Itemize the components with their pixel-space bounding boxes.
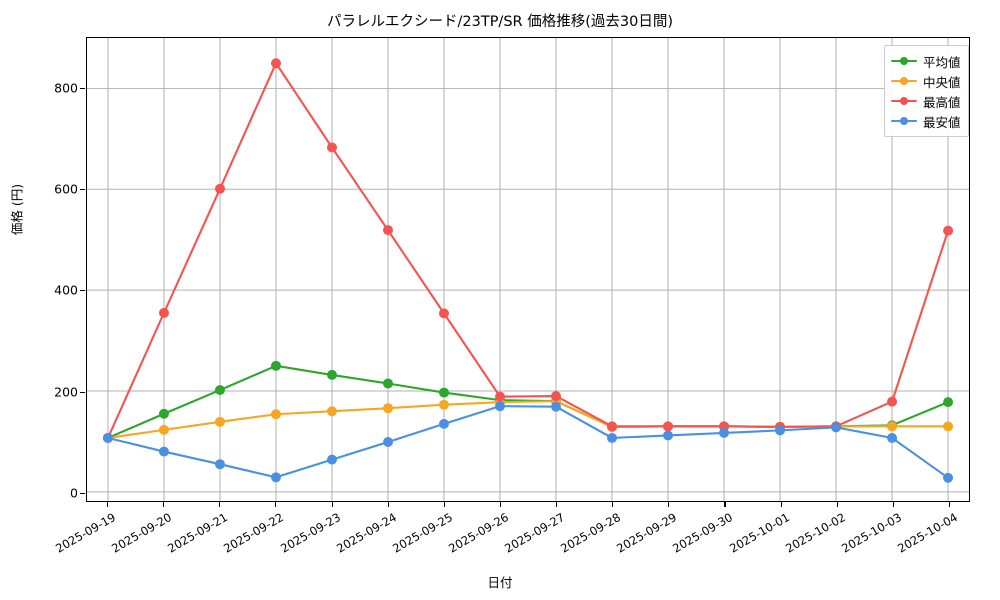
- data-point: [214, 385, 225, 396]
- data-point: [326, 142, 337, 153]
- chart-title: パラレルエクシード/23TP/SR 価格推移(過去30日間): [327, 14, 673, 30]
- data-point: [102, 432, 113, 443]
- data-point: [382, 225, 393, 236]
- data-point: [943, 225, 954, 236]
- data-point: [887, 396, 898, 407]
- data-series-layer: [102, 58, 954, 483]
- y-axis-tick-label: 400: [54, 282, 78, 298]
- data-point: [943, 397, 954, 408]
- y-axis-tick-mark: [80, 87, 85, 89]
- data-point: [775, 425, 786, 436]
- data-point: [831, 422, 842, 433]
- data-point: [326, 454, 337, 465]
- data-point: [887, 432, 898, 443]
- data-point: [943, 472, 954, 483]
- x-axis-tick-mark: [668, 502, 670, 507]
- x-axis-label: 日付: [487, 575, 513, 590]
- x-axis-tick-mark: [836, 502, 838, 507]
- y-axis-tick-mark: [80, 188, 85, 191]
- legend-swatch-icon: [891, 75, 917, 87]
- legend-label: 最高値: [923, 94, 961, 110]
- x-axis-tick-mark: [107, 502, 109, 507]
- data-point: [495, 391, 505, 402]
- x-axis-tick-mark: [892, 502, 894, 507]
- y-axis-tick-mark: [80, 290, 85, 292]
- data-point: [382, 378, 393, 389]
- x-axis-tick-mark: [556, 502, 558, 507]
- series-line-2: [106, 62, 950, 440]
- legend-label: 平均値: [923, 54, 961, 70]
- x-axis-tick-mark: [387, 502, 389, 507]
- legend-item-3[interactable]: 最安値: [891, 111, 961, 131]
- y-axis-tick-label: 200: [54, 384, 78, 400]
- data-point: [719, 427, 730, 438]
- data-point: [551, 391, 561, 402]
- data-point: [270, 360, 281, 371]
- y-axis-tick-labels: 0 200 400 600 800: [36, 37, 78, 502]
- x-axis-tick-mark: [443, 502, 445, 507]
- legend-item-1[interactable]: 中央値: [891, 71, 961, 91]
- y-axis-tick-mark: [80, 391, 85, 393]
- x-axis-tick-mark: [331, 502, 333, 507]
- legend-item-0[interactable]: 平均値: [891, 51, 961, 71]
- data-point: [214, 416, 225, 427]
- x-axis-tick-mark: [612, 502, 614, 507]
- x-axis-tick-mark: [275, 502, 277, 507]
- data-point: [214, 459, 225, 470]
- chart-legend: 平均値中央値最高値最安値: [884, 45, 969, 137]
- legend-swatch-icon: [891, 115, 917, 127]
- data-point: [607, 432, 617, 443]
- data-point: [158, 307, 169, 318]
- data-point: [551, 401, 561, 412]
- legend-item-2[interactable]: 最高値: [891, 91, 961, 111]
- x-axis-tick-mark: [219, 502, 221, 507]
- data-point: [214, 183, 225, 194]
- legend-label: 中央値: [923, 74, 961, 90]
- legend-swatch-icon: [891, 95, 917, 107]
- y-axis-tick-label: 800: [54, 80, 78, 96]
- data-point: [270, 58, 281, 69]
- legend-label: 最安値: [923, 114, 961, 130]
- data-point: [270, 409, 281, 420]
- data-point: [270, 472, 281, 483]
- y-axis-tick-mark: [80, 492, 85, 494]
- x-axis-tick-mark: [780, 502, 782, 507]
- data-point: [607, 421, 617, 432]
- x-axis-tick-mark: [163, 502, 165, 507]
- x-axis-tick-mark: [724, 502, 726, 507]
- data-point: [439, 418, 449, 429]
- legend-swatch-icon: [891, 55, 917, 67]
- plot-area: [86, 37, 970, 502]
- x-axis-tick-mark: [499, 502, 502, 507]
- data-point: [663, 430, 674, 441]
- data-point: [382, 437, 393, 447]
- data-point: [158, 446, 169, 457]
- y-axis-tick-label: 0: [70, 485, 78, 501]
- data-point: [943, 421, 954, 432]
- data-point: [326, 369, 337, 380]
- data-point: [495, 401, 505, 412]
- data-point: [326, 406, 337, 417]
- y-axis-label: 価格 (円): [9, 183, 25, 236]
- data-point: [887, 421, 898, 432]
- data-point: [663, 421, 674, 432]
- series-line-3: [106, 405, 950, 479]
- x-axis-tick-mark: [949, 502, 951, 507]
- data-point: [439, 308, 449, 319]
- data-point: [158, 408, 169, 419]
- data-point: [439, 399, 449, 410]
- data-point: [439, 387, 449, 398]
- y-axis-tick-label: 600: [54, 181, 78, 197]
- data-point: [158, 424, 169, 435]
- data-point: [382, 403, 393, 414]
